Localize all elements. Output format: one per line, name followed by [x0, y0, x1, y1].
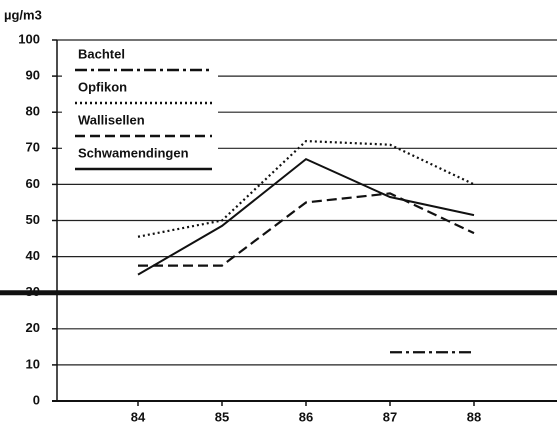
y-tick-label: 40 — [26, 248, 40, 263]
y-tick-label: 60 — [26, 176, 40, 191]
series-line — [137, 139, 475, 238]
y-tick-label: 70 — [26, 140, 40, 155]
series-line — [137, 157, 475, 276]
y-tick-label: 100 — [18, 31, 40, 46]
y-axis-unit: µg/m3 — [4, 7, 42, 22]
y-tick-label: 50 — [26, 212, 40, 227]
legend-label: Schwamendingen — [78, 145, 189, 160]
x-tick-label: 86 — [299, 409, 313, 424]
x-tick-label: 88 — [467, 409, 481, 424]
x-tick-label: 85 — [215, 409, 229, 424]
legend-label: Wallisellen — [78, 112, 145, 127]
legend-label: Opfikon — [78, 79, 127, 94]
x-tick-label: 87 — [383, 409, 397, 424]
legend-label: Bachtel — [78, 46, 125, 61]
series-line — [138, 192, 475, 267]
y-tick-label: 90 — [26, 68, 40, 83]
y-tick-label: 20 — [26, 320, 40, 335]
y-tick-label: 10 — [26, 356, 40, 371]
x-tick-label: 84 — [131, 409, 146, 424]
y-tick-label: 0 — [33, 392, 40, 407]
y-tick-label: 80 — [26, 104, 40, 119]
legend-box — [62, 44, 218, 178]
